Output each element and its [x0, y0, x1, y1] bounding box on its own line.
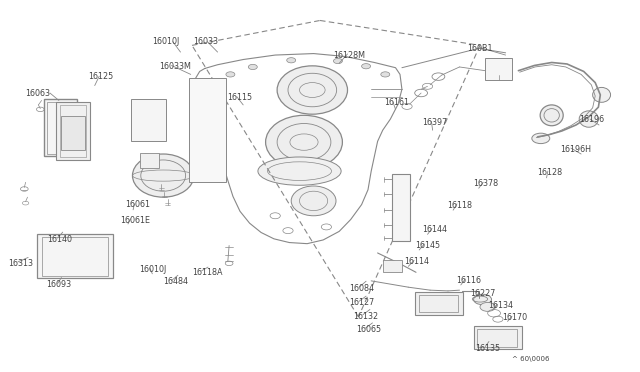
Circle shape	[362, 64, 371, 69]
Text: 16170: 16170	[502, 313, 527, 322]
Circle shape	[483, 332, 506, 345]
Bar	[140, 153, 159, 168]
Bar	[131, 99, 166, 141]
Text: 16061E: 16061E	[120, 216, 150, 225]
Bar	[44, 99, 77, 156]
Text: 16065: 16065	[356, 325, 381, 334]
Circle shape	[248, 64, 257, 70]
Text: 16484: 16484	[163, 278, 188, 286]
Text: 16144: 16144	[422, 225, 447, 234]
Text: 16397: 16397	[422, 118, 447, 126]
Bar	[383, 260, 402, 272]
Text: 16128: 16128	[538, 168, 563, 177]
Ellipse shape	[132, 154, 194, 197]
Bar	[189, 78, 226, 182]
Text: 16134: 16134	[488, 301, 513, 310]
Circle shape	[158, 133, 162, 135]
Text: 16118A: 16118A	[192, 268, 223, 277]
Text: 16196: 16196	[579, 115, 604, 124]
Bar	[419, 295, 458, 312]
Bar	[47, 102, 74, 154]
Bar	[56, 102, 90, 160]
Text: 16010J: 16010J	[152, 37, 180, 46]
Text: 16128M: 16128M	[333, 51, 365, 60]
Text: 16033: 16033	[193, 37, 218, 46]
Text: 16135: 16135	[475, 344, 500, 353]
Text: 16084: 16084	[349, 284, 374, 293]
Ellipse shape	[258, 157, 341, 185]
Circle shape	[532, 133, 550, 144]
Circle shape	[158, 125, 162, 128]
Bar	[60, 105, 86, 157]
Circle shape	[333, 58, 342, 64]
Text: ^ 60\0006: ^ 60\0006	[512, 356, 550, 362]
Bar	[474, 326, 522, 349]
Text: 16145: 16145	[415, 241, 440, 250]
Bar	[61, 116, 85, 150]
Text: 16116: 16116	[456, 276, 481, 285]
Text: 16196H: 16196H	[560, 145, 591, 154]
Circle shape	[55, 248, 104, 276]
Text: 16063: 16063	[26, 89, 51, 97]
Ellipse shape	[266, 115, 342, 169]
Bar	[477, 329, 517, 347]
Text: 16033M: 16033M	[159, 62, 191, 71]
Circle shape	[474, 294, 492, 305]
Circle shape	[287, 58, 296, 63]
Circle shape	[158, 118, 162, 120]
Text: 16118: 16118	[447, 201, 472, 210]
Ellipse shape	[277, 66, 348, 114]
Text: 16227: 16227	[470, 289, 495, 298]
Circle shape	[381, 72, 390, 77]
Circle shape	[226, 72, 235, 77]
Bar	[392, 174, 410, 241]
Bar	[485, 58, 512, 80]
Text: 16115: 16115	[227, 93, 252, 102]
Text: 160B1: 160B1	[467, 44, 493, 53]
Bar	[42, 237, 108, 276]
Bar	[37, 234, 113, 278]
Ellipse shape	[291, 186, 336, 216]
Text: 16132: 16132	[353, 312, 378, 321]
Text: 16093: 16093	[46, 280, 71, 289]
Bar	[415, 292, 463, 315]
Text: 16161: 16161	[384, 98, 409, 107]
Ellipse shape	[593, 87, 611, 102]
Circle shape	[480, 302, 495, 311]
Text: 16061: 16061	[125, 200, 150, 209]
Text: 16114: 16114	[404, 257, 429, 266]
Ellipse shape	[579, 111, 598, 127]
Ellipse shape	[540, 105, 563, 126]
Text: 16140: 16140	[47, 235, 72, 244]
Text: 16378: 16378	[474, 179, 499, 188]
Circle shape	[158, 110, 162, 113]
Text: 16313: 16313	[8, 259, 33, 268]
Text: 16010J: 16010J	[140, 265, 167, 274]
Text: 16127: 16127	[349, 298, 374, 307]
Text: 16125: 16125	[88, 72, 113, 81]
